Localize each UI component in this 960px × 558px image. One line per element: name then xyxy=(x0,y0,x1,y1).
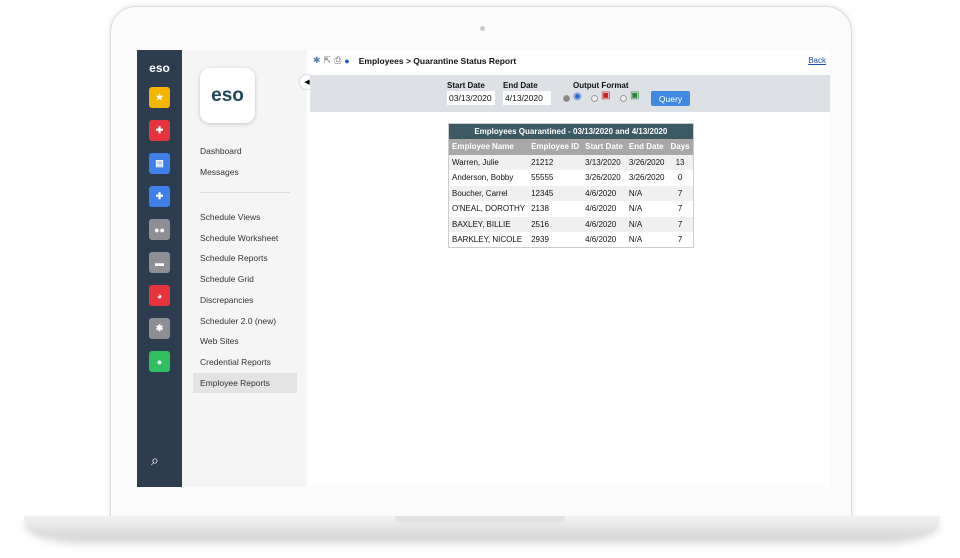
table-cell: 12345 xyxy=(528,185,583,201)
table-row: BAXLEY, BILLIE 2516 4/6/2020 N/A 7 xyxy=(448,216,694,232)
sidebar-item[interactable]: Schedule Views xyxy=(200,212,261,222)
table-cell: 3/26/2020 xyxy=(628,173,665,183)
report-title: Employees Quarantined - 03/13/2020 and 4… xyxy=(448,123,694,139)
web-format-icon: ◉ xyxy=(573,91,582,102)
sidebar-item[interactable]: Schedule Worksheet xyxy=(200,232,279,243)
help-icon[interactable]: ● xyxy=(344,55,350,66)
back-link[interactable]: Back xyxy=(808,56,826,65)
camera xyxy=(480,26,485,31)
icon-rail: eso ⌕ ★ ✚ ▤ ✚ ●● ▬ ◕ ✱ ● xyxy=(137,50,182,487)
gear-icon[interactable]: ✱ xyxy=(149,318,170,339)
table-cell: BAXLEY, BILLIE xyxy=(448,216,529,232)
sidebar-item[interactable]: Dashboard xyxy=(200,146,242,156)
query-button[interactable]: Query xyxy=(651,91,690,106)
sidebar-item[interactable]: Schedule Reports xyxy=(200,253,268,264)
toolbar: ✱ ⇱ ⎙ ● Employees > Quarantine Status Re… xyxy=(313,55,516,66)
start-date-input[interactable]: 03/13/2020 xyxy=(447,91,495,105)
app-screen: eso ⌕ ★ ✚ ▤ ✚ ●● ▬ ◕ ✱ ● eso Dashboard Messages Sc… xyxy=(137,50,830,487)
sidebar-item[interactable]: Discrepancies xyxy=(200,294,254,305)
table-cell: N/A xyxy=(628,204,643,214)
table-cell: Anderson, Bobby xyxy=(452,173,514,183)
table-cell: Boucher, Carrel xyxy=(448,185,529,201)
table-cell: 2516 xyxy=(528,216,583,232)
table-cell: 3/13/2020 xyxy=(582,154,626,170)
radio-pdf[interactable] xyxy=(591,95,598,102)
medical-plus-icon[interactable]: ✚ xyxy=(149,120,170,141)
sidebar-divider xyxy=(200,192,290,193)
breadcrumb: Employees > Quarantine Status Report xyxy=(358,55,517,66)
table-cell: 4/6/2020 xyxy=(582,216,626,232)
table-row: Anderson, Bobby 55555 3/26/2020 3/26/2020 0 xyxy=(449,170,694,186)
table-cell: 3/26/2020 xyxy=(625,154,668,170)
table-cell: 2138 xyxy=(531,204,549,214)
table-cell: 7 xyxy=(667,185,694,201)
column-header[interactable]: Employee Name xyxy=(448,138,529,155)
end-date-input[interactable]: 4/13/2020 xyxy=(503,91,551,105)
filter-bar: Start Date 03/13/2020 End Date 4/13/2020… xyxy=(310,75,830,112)
table-cell: 55555 xyxy=(531,173,554,183)
table-cell: O'NEAL, DOROTHY xyxy=(452,204,526,214)
column-header[interactable]: Employee ID xyxy=(528,138,583,155)
app-logo: eso xyxy=(200,68,255,123)
sidebar-item[interactable]: Scheduler 2.0 (new) xyxy=(200,315,277,326)
pie-chart-icon[interactable]: ◕ xyxy=(149,285,170,306)
table-cell: 7 xyxy=(677,235,683,244)
table-cell: BARKLEY, NICOLE xyxy=(452,235,523,244)
user-icon[interactable]: ● xyxy=(149,351,170,372)
table-cell: 4/6/2020 xyxy=(582,185,626,201)
document-icon[interactable]: ▤ xyxy=(149,153,170,174)
ambulance-icon[interactable]: ✚ xyxy=(149,186,170,207)
sidebar-item[interactable]: Credential Reports xyxy=(200,356,271,367)
table-cell: 4/6/2020 xyxy=(585,235,617,244)
radio-web[interactable] xyxy=(563,95,570,102)
output-format-label: Output Format xyxy=(573,81,629,90)
gear-icon[interactable]: ✱ xyxy=(313,55,321,65)
print-icon[interactable]: ⎙ xyxy=(334,55,342,65)
sidebar: eso Dashboard Messages Schedule Views Sched… xyxy=(182,50,307,487)
pdf-format-icon: ▣ xyxy=(601,90,611,101)
table-row: BARKLEY, NICOLE 2939 4/6/2020 N/A 7 xyxy=(449,232,694,248)
table-cell: N/A xyxy=(625,185,668,201)
sidebar-item[interactable]: Schedule Grid xyxy=(200,274,254,285)
briefcase-icon[interactable]: ▬ xyxy=(149,252,170,273)
table-cell: 7 xyxy=(667,216,694,232)
table-cell: 4/6/2020 xyxy=(585,204,617,214)
main-content: ✱ ⇱ ⎙ ● Employees > Quarantine Status Re… xyxy=(307,50,830,487)
users-icon[interactable]: ●● xyxy=(149,219,170,240)
table-cell: Warren, Julie xyxy=(448,154,529,170)
table-cell: N/A xyxy=(628,235,643,244)
column-header[interactable]: Start Date xyxy=(582,138,626,155)
table-cell: 13 xyxy=(667,154,694,170)
excel-format-icon: ▣ xyxy=(630,90,640,101)
sidebar-item[interactable]: Web Sites xyxy=(200,336,239,347)
laptop-base xyxy=(24,516,940,538)
table-cell: N/A xyxy=(625,216,668,232)
table-cell: 2939 xyxy=(531,235,549,244)
sidebar-item[interactable]: Messages xyxy=(200,166,239,177)
table-cell: 7 xyxy=(677,204,683,214)
eso-logo: eso xyxy=(149,61,170,75)
column-header[interactable]: End Date xyxy=(625,138,668,155)
laptop-notch xyxy=(395,516,565,523)
search-icon[interactable]: ⌕ xyxy=(151,452,159,468)
table-cell: 21212 xyxy=(528,154,583,170)
table-cell: 0 xyxy=(677,173,683,183)
radio-excel[interactable] xyxy=(620,95,627,102)
column-header[interactable]: Days xyxy=(667,138,694,155)
table-row: O'NEAL, DOROTHY 2138 4/6/2020 N/A 7 xyxy=(449,201,694,217)
start-date-label: Start Date xyxy=(447,81,485,90)
table-row: Warren, Julie 21212 3/13/2020 3/26/2020 13 xyxy=(448,154,694,170)
table-cell: 3/26/2020 xyxy=(585,173,621,183)
end-date-label: End Date xyxy=(503,81,538,90)
sidebar-item[interactable]: Employee Reports xyxy=(193,372,297,393)
table-row: Boucher, Carrel 12345 4/6/2020 N/A 7 xyxy=(448,185,694,201)
star-icon[interactable]: ★ xyxy=(149,87,170,108)
report-table: Employees Quarantined - 03/13/2020 and 4… xyxy=(448,123,694,248)
external-link-icon[interactable]: ⇱ xyxy=(323,55,332,65)
